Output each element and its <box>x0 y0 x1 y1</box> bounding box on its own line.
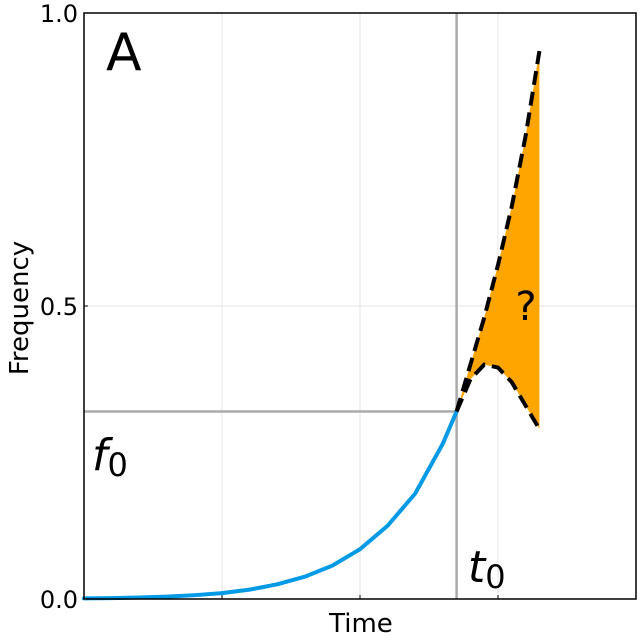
question-mark: ? <box>515 284 536 330</box>
uncertainty-band-group <box>456 51 540 430</box>
reference-lines <box>84 13 458 599</box>
plot-frame <box>83 12 637 600</box>
y-axis-label: Frequency <box>5 241 35 375</box>
f0-subscript: 0 <box>108 446 128 484</box>
x-axis-label: Time <box>328 609 393 639</box>
t0-main-text: t <box>468 542 487 593</box>
uncertainty-band <box>456 51 540 430</box>
panel-letter: A <box>106 23 142 83</box>
observed-frequency-line <box>82 409 459 601</box>
t0-annotation: t0 <box>468 542 506 596</box>
lower-bound-line <box>454 362 542 431</box>
series-lines <box>82 50 542 601</box>
y-tick-label-0: 0.0 <box>40 586 78 614</box>
t0-subscript: 0 <box>485 558 505 596</box>
y-tick-label-1: 0.5 <box>40 293 78 321</box>
y-tick-labels: 0.0 0.5 1.0 <box>40 0 78 614</box>
upper-bound-line <box>454 50 542 413</box>
y-tick-label-2: 1.0 <box>40 0 78 28</box>
